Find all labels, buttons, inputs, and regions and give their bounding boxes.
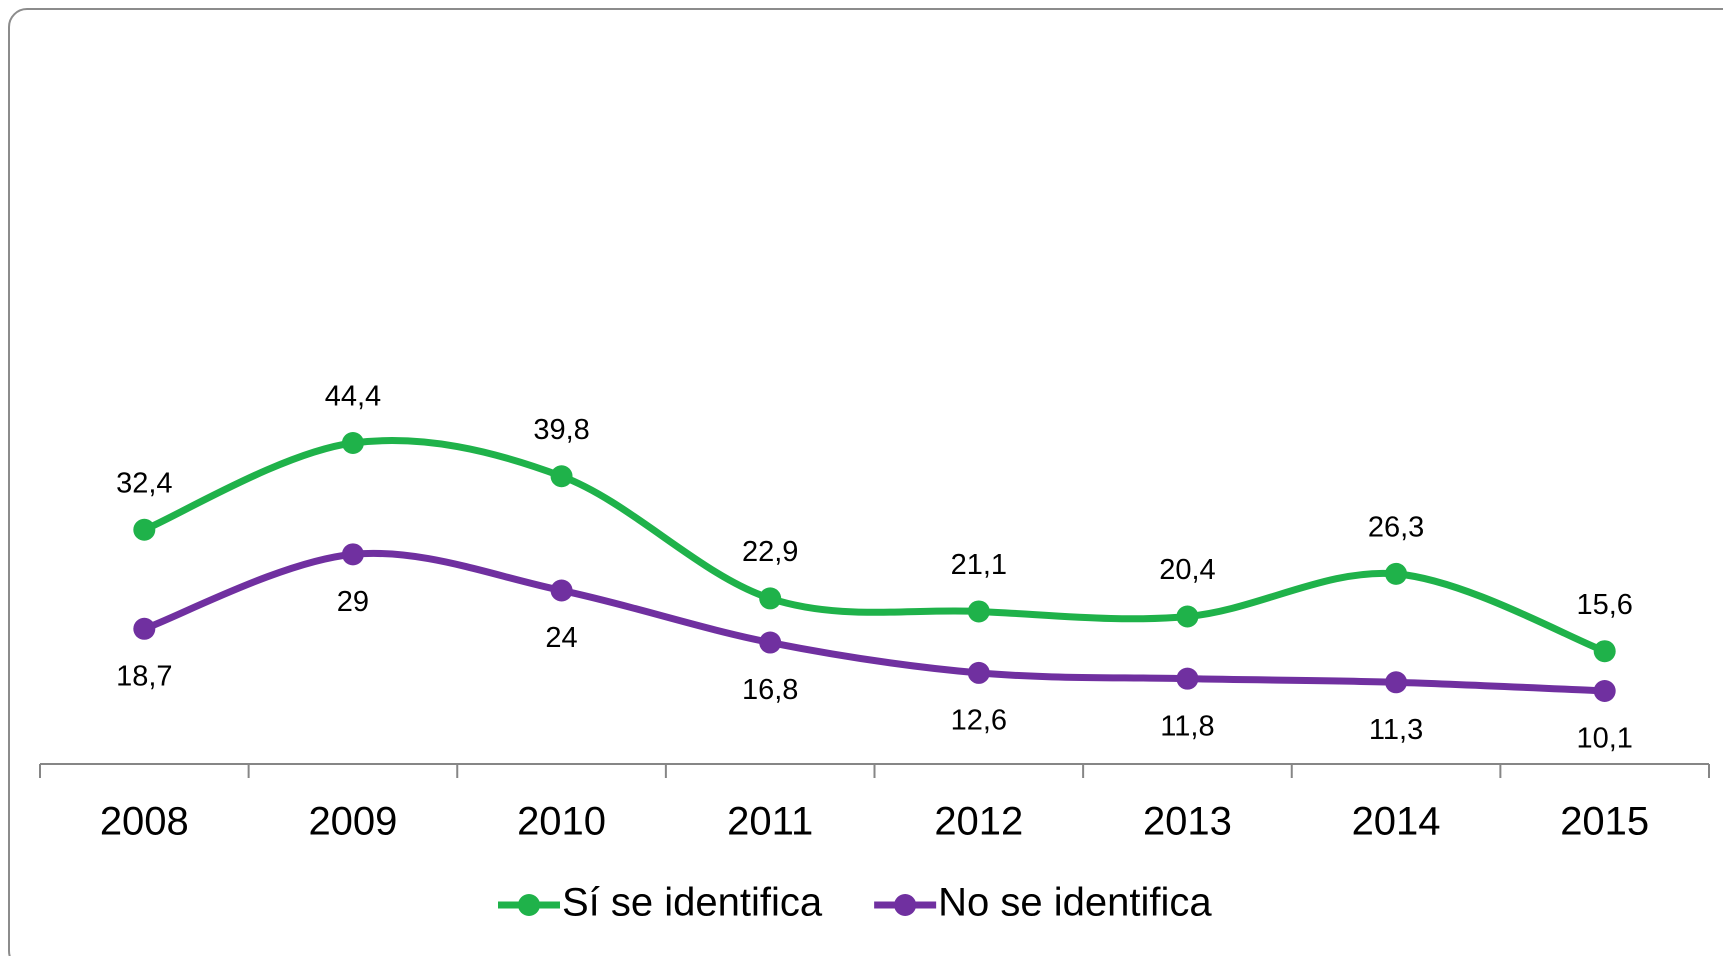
x-tick-label: 2013 [1143,800,1232,844]
series-line [142,437,1606,655]
point [341,543,364,566]
legend-marker [518,894,540,916]
point [1593,640,1616,663]
point [341,431,364,454]
point [759,587,782,610]
point [1176,605,1199,628]
legend-label: No se identifica [938,881,1212,925]
x-tick-label: 2015 [1560,800,1649,844]
data-label: 11,8 [1160,710,1214,742]
point [133,617,156,640]
data-label: 32,4 [116,467,172,499]
data-label: 24 [545,622,577,654]
data-label: 18,7 [116,660,172,692]
chart-frame [8,8,1723,956]
data-label: 20,4 [1159,554,1215,586]
x-tick-label: 2008 [100,800,189,844]
legend-marker [894,894,917,916]
x-tick-label: 2010 [517,800,606,844]
point [759,631,782,654]
data-label: 39,8 [533,414,589,446]
point [1593,679,1616,702]
point [1385,671,1408,694]
point [133,518,156,541]
series-line [143,549,1605,695]
data-label: 29 [337,586,369,618]
data-label: 10,1 [1576,723,1632,755]
data-label: 26,3 [1368,512,1424,544]
point [967,661,990,684]
x-tick-label: 2012 [934,800,1023,844]
point [1176,667,1199,690]
point [550,465,573,488]
legend-label: Sí se identifica [562,881,823,925]
data-label: 11,3 [1369,714,1423,746]
data-label: 16,8 [742,674,798,706]
data-label: 44,4 [325,381,381,413]
point [550,579,573,602]
x-tick-label: 2011 [727,800,813,844]
x-tick-label: 2014 [1352,800,1441,844]
point [967,600,990,623]
point [1385,562,1408,585]
data-label: 12,6 [951,705,1007,737]
data-label: 22,9 [742,536,798,568]
x-tick-label: 2009 [308,800,397,844]
data-label: 15,6 [1576,589,1632,621]
data-label: 21,1 [951,549,1007,581]
